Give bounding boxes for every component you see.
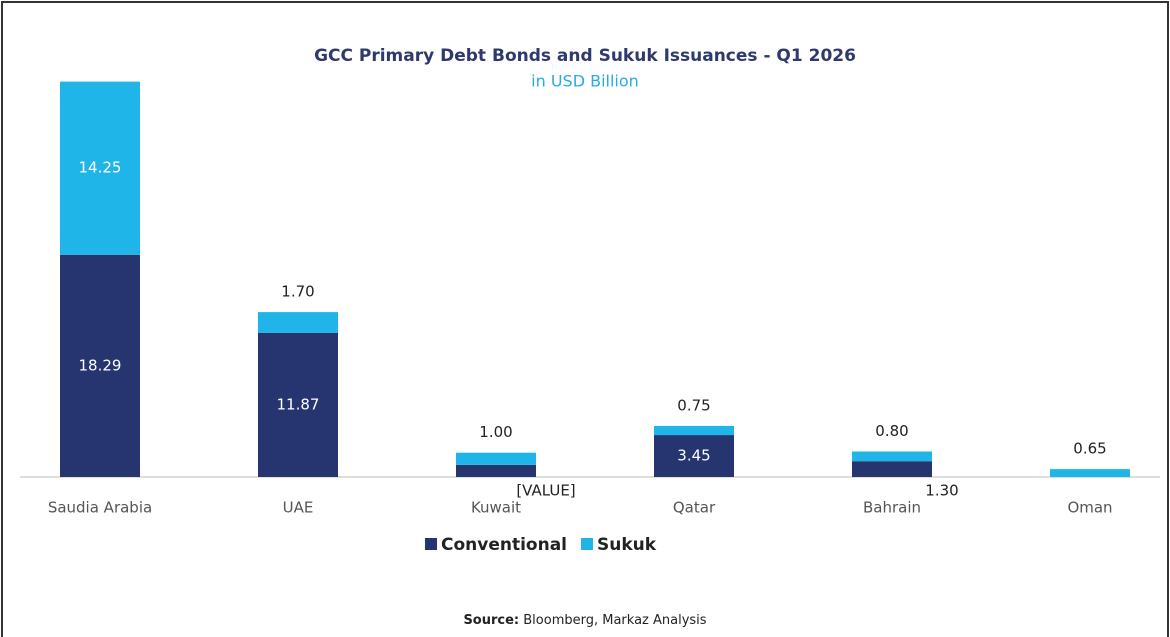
bar-segment xyxy=(852,451,932,462)
bar-segment xyxy=(258,312,338,333)
x-tick-label: Kuwait xyxy=(471,499,521,517)
data-label: 0.80 xyxy=(875,422,908,440)
source-text: Bloomberg, Markaz Analysis xyxy=(523,613,707,628)
data-label: 1.70 xyxy=(281,283,314,301)
data-label: 18.29 xyxy=(79,356,122,374)
data-label: 14.25 xyxy=(79,159,122,177)
data-label: 11.87 xyxy=(277,395,320,413)
data-label: 0.65 xyxy=(1073,440,1106,458)
bar-segment xyxy=(456,452,536,465)
data-label: 3.45 xyxy=(677,447,710,465)
x-tick-label: Bahrain xyxy=(863,499,921,517)
bar-segment xyxy=(60,254,140,477)
bar-segment xyxy=(654,425,734,436)
data-label: 0.75 xyxy=(677,396,710,414)
chart-title: GCC Primary Debt Bonds and Sukuk Issuanc… xyxy=(314,46,856,66)
data-label: [VALUE] xyxy=(516,482,575,500)
x-tick-label: UAE xyxy=(283,499,314,517)
legend-label: Conventional xyxy=(441,535,567,555)
data-label: 1.00 xyxy=(479,423,512,441)
x-tick-label: Oman xyxy=(1067,499,1112,517)
bar-segment xyxy=(654,435,734,477)
legend-label: Sukuk xyxy=(597,535,657,555)
bar-segment xyxy=(1050,469,1130,477)
source-label: Source: xyxy=(463,613,519,628)
bar-segment xyxy=(60,81,140,255)
legend-swatch xyxy=(425,538,437,550)
source: Source: Bloomberg, Markaz Analysis xyxy=(463,613,706,628)
x-tick-label: Qatar xyxy=(673,499,716,517)
chart-subtitle: in USD Billion xyxy=(531,72,639,91)
bar-segment xyxy=(258,332,338,477)
legend-swatch xyxy=(581,538,594,550)
data-label: 1.30 xyxy=(925,482,958,500)
x-tick-label: Saudia Arabia xyxy=(48,499,152,517)
bar-segment xyxy=(456,464,536,477)
bar-segment xyxy=(852,461,932,477)
